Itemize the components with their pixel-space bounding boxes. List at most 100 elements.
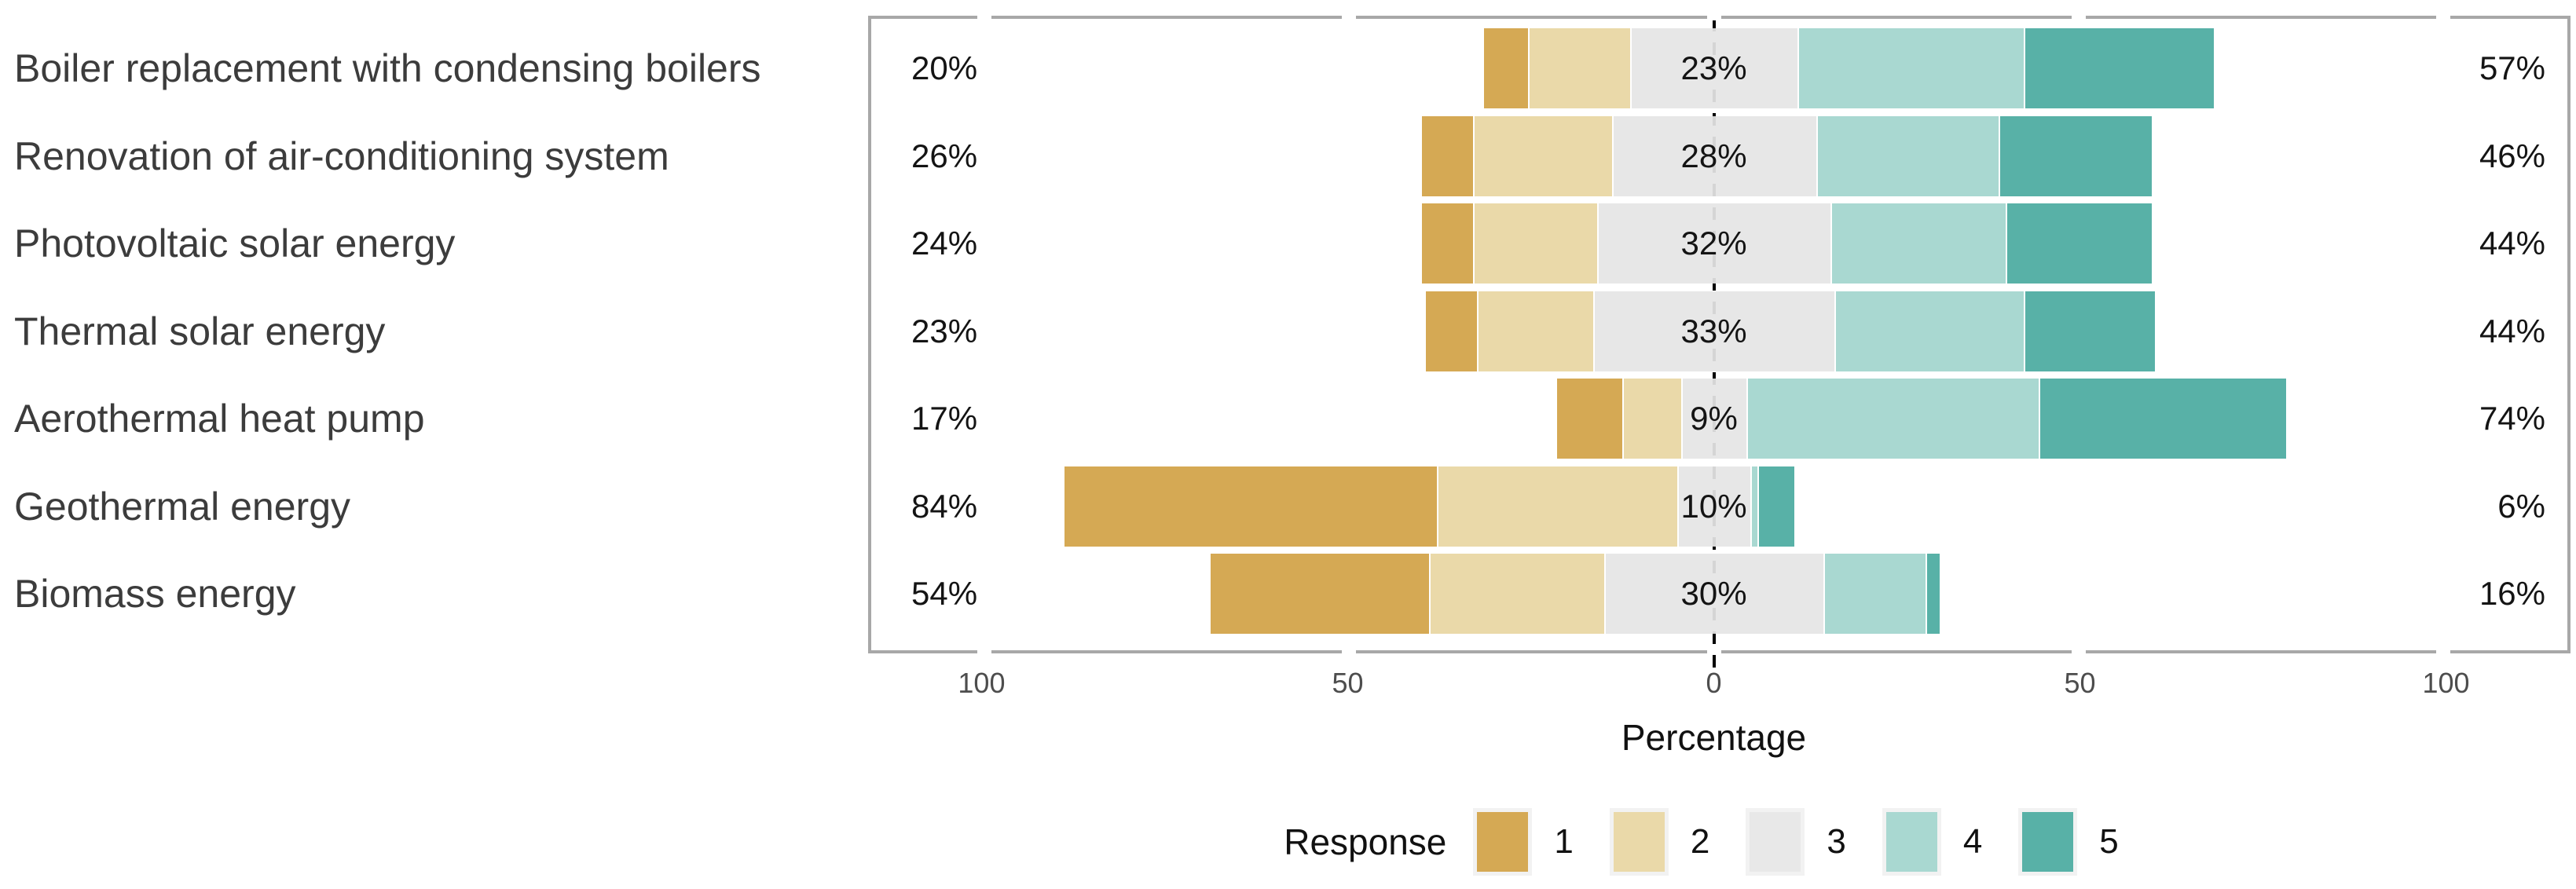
category-label: Biomass energy [14, 572, 296, 616]
bar-segment-2 [1473, 203, 1597, 284]
bar-segment-1 [1422, 203, 1474, 284]
axis-tick-gap [1706, 14, 1721, 20]
bar-segment-3 [1629, 28, 1798, 108]
bar-segment-3 [1677, 466, 1750, 547]
bar-segment-1 [1484, 28, 1528, 108]
legend-item-label: 3 [1827, 822, 1846, 861]
bar-segment-3 [1593, 291, 1834, 371]
center-total-label: 28% [1680, 137, 1747, 174]
legend-title: Response [1284, 821, 1447, 862]
axis-tick-gap [2071, 14, 2086, 20]
bar-segment-2 [1429, 554, 1605, 635]
legend-swatch-3 [1750, 812, 1801, 872]
bar-segment-4 [1834, 291, 2025, 371]
axis-tick-gap [977, 14, 991, 20]
right-total-label: 74% [2479, 400, 2545, 437]
right-total-label: 57% [2479, 49, 2545, 86]
left-total-label: 24% [911, 225, 978, 262]
center-total-label: 23% [1680, 49, 1747, 86]
category-label: Photovoltaic solar energy [14, 221, 456, 266]
bar-segment-2 [1476, 291, 1594, 371]
bar-segment-1 [1422, 115, 1474, 196]
bar-segment-1 [1556, 379, 1623, 459]
legend-item: 4 [1882, 808, 1982, 876]
left-total-label: 20% [911, 49, 978, 86]
legend-item: 1 [1473, 808, 1574, 876]
bar-segment-3 [1680, 379, 1747, 459]
legend-item-label: 2 [1690, 822, 1710, 861]
center-total-label: 32% [1680, 225, 1747, 262]
axis-tick-gap [977, 649, 991, 655]
left-total-label: 17% [911, 400, 978, 437]
x-tick-label: 50 [2064, 667, 2096, 699]
center-total-label: 30% [1680, 575, 1747, 613]
center-total-label: 10% [1680, 487, 1747, 525]
x-tick-label: 100 [958, 667, 1006, 699]
axis-tick-gap [1342, 14, 1357, 20]
bar-segment-2 [1436, 466, 1678, 547]
bar-segment-4 [1823, 554, 1926, 635]
legend-item: 5 [2018, 808, 2119, 876]
bar-segment-5 [2038, 379, 2287, 459]
legend-item: 3 [1746, 808, 1846, 876]
x-tick-label: 50 [1332, 667, 1364, 699]
category-label: Thermal solar energy [14, 309, 386, 353]
legend-swatch-5 [2022, 812, 2074, 872]
legend-item-label: 1 [1554, 822, 1574, 861]
bar-segment-3 [1611, 115, 1816, 196]
bar-segment-5 [1998, 115, 2152, 196]
center-total-label: 9% [1690, 400, 1738, 437]
bar-segment-2 [1622, 379, 1681, 459]
legend-swatch-4 [1885, 812, 1937, 872]
legend-key [1609, 808, 1669, 876]
legend-swatch-1 [1477, 812, 1529, 872]
left-total-label: 26% [911, 137, 978, 174]
axis-tick-gap [1342, 649, 1357, 655]
category-label: Geothermal energy [14, 484, 351, 529]
bar-segment-5 [1925, 554, 1940, 635]
category-label: Boiler replacement with condensing boile… [14, 46, 761, 90]
bar-segment-5 [1757, 466, 1794, 547]
legend-item-label: 5 [2099, 822, 2119, 861]
category-label: Aerothermal heat pump [14, 397, 425, 441]
bar-segment-4 [1816, 115, 1999, 196]
left-total-label: 54% [911, 575, 978, 613]
left-total-label: 84% [911, 487, 978, 525]
bar-segment-1 [1064, 466, 1437, 547]
category-label: Renovation of air-conditioning system [14, 134, 669, 178]
legend: Response 1 2 3 4 5 [868, 804, 2571, 880]
legend-key [1882, 808, 1941, 876]
axis-tick-gap [2436, 14, 2451, 20]
axis-tick-gap [2436, 649, 2451, 655]
bar-segment-4 [1750, 466, 1758, 547]
x-axis-title: Percentage [1621, 717, 1807, 758]
right-total-label: 44% [2479, 312, 2545, 349]
plot-panel: 20% 23% 57% 26% 28% 46% 24% 32% 44% 23% 33% 44% 17% 9… [868, 14, 2571, 671]
bar-segment-5 [2005, 203, 2152, 284]
legend-key [2018, 808, 2078, 876]
legend-key [1746, 808, 1805, 876]
bar-segment-4 [1830, 203, 2006, 284]
bar-segment-5 [2024, 28, 2214, 108]
legend-item: 2 [1609, 808, 1710, 876]
bar-segment-2 [1527, 28, 1630, 108]
bar-segment-4 [1797, 28, 2025, 108]
axis-tick-gap [2071, 649, 2086, 655]
x-tick-label: 0 [1706, 667, 1722, 699]
right-total-label: 44% [2479, 225, 2545, 262]
bar-segment-5 [2024, 291, 2156, 371]
right-total-label: 6% [2497, 487, 2545, 525]
right-total-label: 16% [2479, 575, 2545, 613]
legend-swatch-2 [1613, 812, 1665, 872]
legend-key [1473, 808, 1533, 876]
bar-segment-1 [1210, 554, 1430, 635]
center-total-label: 33% [1680, 312, 1747, 349]
bar-segment-4 [1746, 379, 2039, 459]
right-total-label: 46% [2479, 137, 2545, 174]
bar-segment-2 [1473, 115, 1612, 196]
bar-segment-1 [1425, 291, 1477, 371]
bar-segment-3 [1604, 554, 1823, 635]
axis-tick-gap [1706, 649, 1721, 655]
x-tick-label: 100 [2422, 667, 2470, 699]
